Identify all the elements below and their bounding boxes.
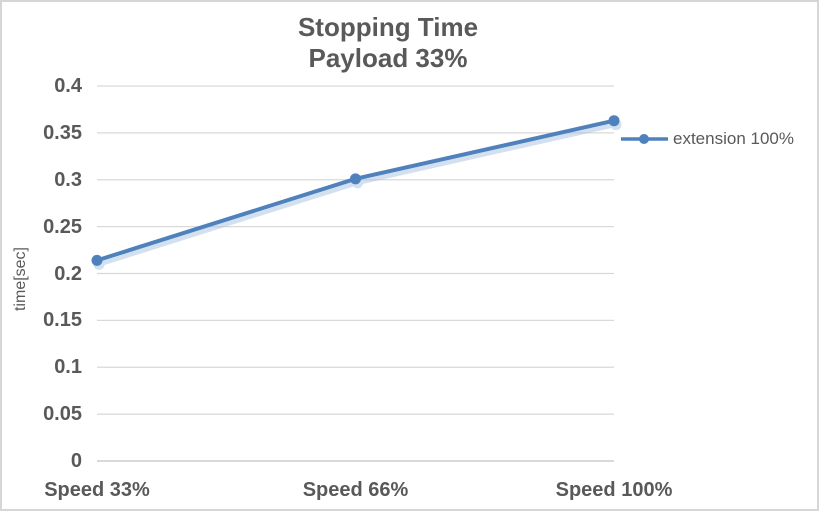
y-tick-label: 0.3 (54, 168, 82, 191)
chart-title-line2: Payload 33% (308, 43, 468, 74)
legend: extension 100% (620, 129, 794, 149)
chart-title: Stopping Time Payload 33% (2, 12, 774, 74)
y-tick-label: 0.15 (43, 309, 82, 332)
y-tick-label: 0.25 (43, 215, 82, 238)
x-tick-label: Speed 100% (555, 479, 673, 501)
y-tick-label: 0.05 (43, 403, 82, 426)
y-tick-label: 0.4 (54, 75, 82, 97)
x-tick-label: Speed 66% (302, 479, 409, 501)
y-tick-label: 0.1 (54, 356, 82, 379)
series-extension-100 (91, 115, 620, 266)
chart-title-line1: Stopping Time (297, 12, 479, 42)
data-point-marker (91, 254, 103, 266)
legend-line-marker-icon (621, 134, 668, 144)
x-tick-label: Speed 33% (44, 479, 150, 501)
y-tick-label: 0 (70, 450, 82, 472)
data-point-marker (350, 173, 361, 185)
y-tick-label: 0.2 (54, 262, 82, 285)
data-point-marker (608, 115, 620, 127)
legend-label: extension 100% (673, 129, 794, 148)
series-shadow (93, 119, 622, 270)
y-tick-label: 0.35 (43, 121, 82, 144)
